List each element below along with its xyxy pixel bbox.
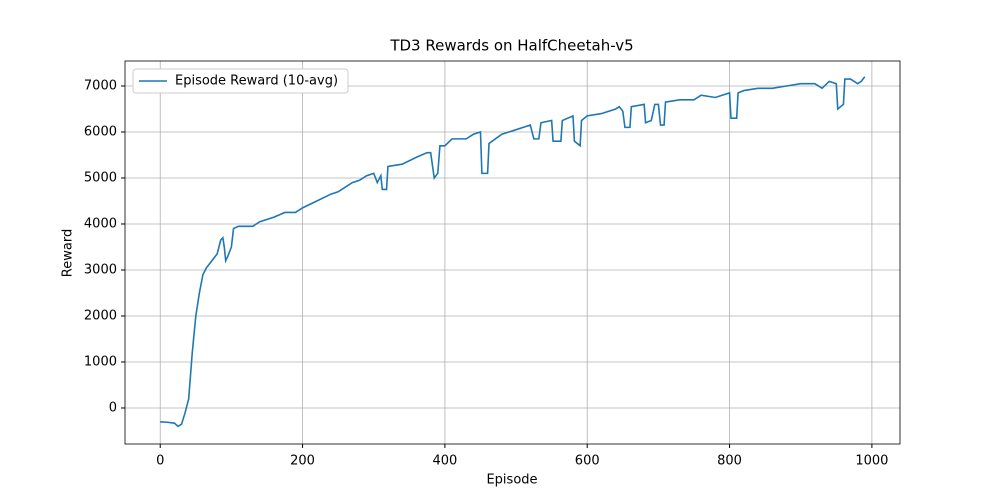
x-tick-label: 400 bbox=[432, 454, 457, 469]
data-line bbox=[160, 76, 866, 428]
y-tick-label: 2000 bbox=[84, 308, 117, 323]
chart-title: TD3 Rewards on HalfCheetah-v5 bbox=[389, 37, 633, 55]
y-tick-label: 7000 bbox=[84, 78, 117, 93]
x-tick-label: 200 bbox=[290, 454, 315, 469]
x-axis-label: Episode bbox=[486, 473, 537, 488]
y-tick-label: 4000 bbox=[84, 216, 117, 231]
y-tick-label: 0 bbox=[109, 400, 117, 415]
y-axis-label: Reward bbox=[61, 229, 76, 277]
x-tick-label: 0 bbox=[156, 454, 164, 469]
plot-frame bbox=[124, 60, 901, 445]
y-tick-label: 5000 bbox=[84, 170, 117, 185]
y-tick-label: 1000 bbox=[84, 354, 117, 369]
x-tick-label: 600 bbox=[575, 454, 600, 469]
y-tick-label: 3000 bbox=[84, 262, 117, 277]
x-tick-label: 800 bbox=[717, 454, 742, 469]
x-tick-label: 1000 bbox=[855, 454, 888, 469]
y-tick-label: 6000 bbox=[84, 124, 117, 139]
legend-label: Episode Reward (10-avg) bbox=[175, 74, 338, 89]
legend-box bbox=[132, 68, 349, 94]
